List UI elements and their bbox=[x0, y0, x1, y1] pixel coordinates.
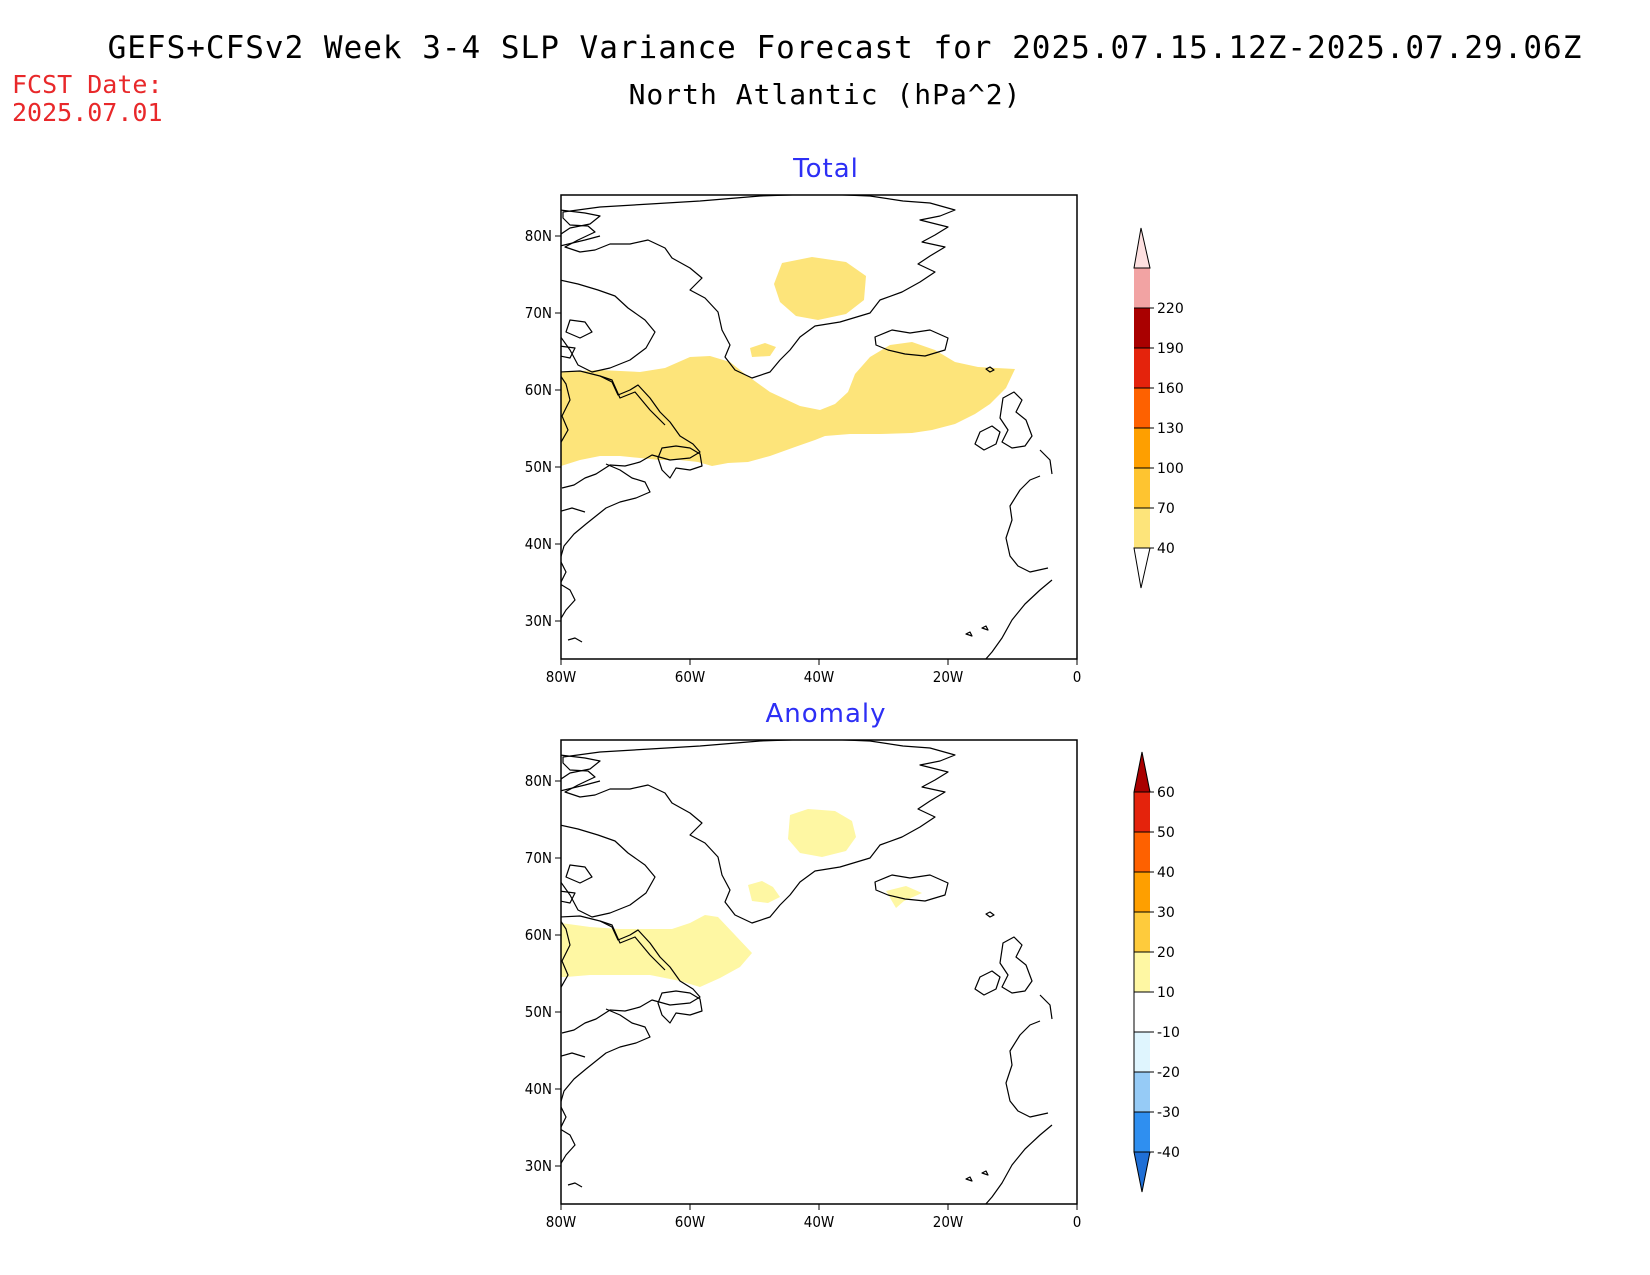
total-lat-tick-label: 80N bbox=[525, 227, 552, 245]
anomaly-colorbar-label: 10 bbox=[1157, 985, 1175, 1001]
total-colorbar-swatch bbox=[1134, 268, 1150, 308]
anomaly-lon-tick-label: 20W bbox=[933, 1213, 964, 1231]
total-lat-axis: 80N 70N 60N 50N 40N 30N bbox=[525, 227, 561, 630]
figure-subtitle: North Atlantic (hPa^2) bbox=[628, 78, 1022, 111]
total-colorbar-swatch bbox=[1134, 308, 1150, 348]
total-panel: Total 80N 70N 60N 50N 40N 30N bbox=[525, 154, 1184, 686]
total-colorbar: 40 70 100 130 160 190 220 bbox=[1133, 227, 1184, 589]
total-panel-title: Total bbox=[792, 154, 859, 184]
total-lat-tick-label: 60N bbox=[525, 381, 552, 399]
total-colorbar-swatch bbox=[1134, 468, 1150, 508]
anomaly-lon-tick-label: 0 bbox=[1073, 1213, 1082, 1231]
forecast-date-label: FCST Date: bbox=[12, 70, 163, 99]
anomaly-colorbar-label: -30 bbox=[1157, 1105, 1180, 1121]
anomaly-colorbar-swatch bbox=[1134, 952, 1150, 992]
anomaly-lon-axis: 80W 60W 40W 20W 0 bbox=[546, 1204, 1082, 1231]
total-colorbar-swatch bbox=[1134, 388, 1150, 428]
anomaly-colorbar-label: -10 bbox=[1157, 1025, 1180, 1041]
anomaly-map bbox=[561, 740, 1077, 1204]
anomaly-colorbar-swatch bbox=[1134, 792, 1150, 832]
total-colorbar-label: 130 bbox=[1157, 421, 1184, 437]
anomaly-colorbar: -40 -30 -20 -10 10 20 30 40 50 60 bbox=[1133, 751, 1180, 1193]
total-colorbar-low-arrow bbox=[1133, 547, 1151, 589]
total-lon-tick-label: 40W bbox=[804, 668, 835, 686]
anomaly-colorbar-low-arrow bbox=[1133, 1151, 1151, 1193]
anomaly-colorbar-label: 50 bbox=[1157, 825, 1175, 841]
anomaly-shade-labrador bbox=[561, 915, 752, 987]
anomaly-colorbar-swatch bbox=[1134, 872, 1150, 912]
anomaly-lat-tick-label: 80N bbox=[525, 772, 552, 790]
total-lat-tick-label: 70N bbox=[525, 304, 552, 322]
total-colorbar-swatch bbox=[1134, 348, 1150, 388]
anomaly-shade-greenland bbox=[788, 809, 856, 857]
anomaly-panel-title: Anomaly bbox=[765, 699, 886, 729]
anomaly-shade-small bbox=[748, 881, 780, 903]
anomaly-lon-tick-label: 40W bbox=[804, 1213, 835, 1231]
anomaly-colorbar-swatch bbox=[1134, 1112, 1150, 1152]
total-colorbar-label: 70 bbox=[1157, 501, 1175, 517]
anomaly-colorbar-label: 40 bbox=[1157, 865, 1175, 881]
total-colorbar-label: 220 bbox=[1157, 301, 1184, 317]
total-shade-band bbox=[561, 342, 1015, 466]
forecast-date-value: 2025.07.01 bbox=[12, 98, 163, 127]
anomaly-colorbar-high-arrow bbox=[1133, 751, 1151, 793]
anomaly-lat-tick-label: 30N bbox=[525, 1157, 552, 1175]
anomaly-panel: Anomaly 80N 70N 60N 50N 40N 30N bbox=[525, 699, 1180, 1231]
total-lon-tick-label: 20W bbox=[933, 668, 964, 686]
total-shade-small bbox=[750, 343, 776, 357]
total-colorbar-label: 100 bbox=[1157, 461, 1184, 477]
anomaly-colorbar-swatch bbox=[1134, 1032, 1150, 1072]
total-lon-axis: 80W 60W 40W 20W 0 bbox=[546, 659, 1082, 686]
anomaly-colorbar-label: 60 bbox=[1157, 785, 1175, 801]
total-lat-tick-label: 50N bbox=[525, 458, 552, 476]
anomaly-lat-tick-label: 60N bbox=[525, 926, 552, 944]
total-lat-tick-label: 40N bbox=[525, 535, 552, 553]
anomaly-lat-tick-label: 50N bbox=[525, 1003, 552, 1021]
anomaly-lat-tick-label: 40N bbox=[525, 1080, 552, 1098]
anomaly-colorbar-swatch bbox=[1134, 1072, 1150, 1112]
total-colorbar-swatch bbox=[1134, 428, 1150, 468]
figure-title: GEFS+CFSv2 Week 3-4 SLP Variance Forecas… bbox=[107, 30, 1583, 66]
anomaly-colorbar-swatch bbox=[1134, 832, 1150, 872]
total-colorbar-label: 190 bbox=[1157, 341, 1184, 357]
anomaly-colorbar-swatch bbox=[1134, 912, 1150, 952]
anomaly-shade-iceland bbox=[886, 886, 922, 908]
anomaly-colorbar-label: 20 bbox=[1157, 945, 1175, 961]
total-colorbar-high-arrow bbox=[1133, 227, 1151, 269]
total-map bbox=[561, 195, 1077, 659]
total-shade-greenland bbox=[774, 257, 866, 320]
total-colorbar-label: 40 bbox=[1157, 541, 1175, 557]
total-colorbar-swatch bbox=[1134, 508, 1150, 548]
total-lat-tick-label: 30N bbox=[525, 612, 552, 630]
total-lon-tick-label: 60W bbox=[675, 668, 706, 686]
anomaly-lat-axis: 80N 70N 60N 50N 40N 30N bbox=[525, 772, 561, 1175]
anomaly-lat-tick-label: 70N bbox=[525, 849, 552, 867]
total-lon-tick-label: 80W bbox=[546, 668, 577, 686]
anomaly-lon-tick-label: 60W bbox=[675, 1213, 706, 1231]
total-colorbar-label: 160 bbox=[1157, 381, 1184, 397]
anomaly-colorbar-label: -40 bbox=[1157, 1145, 1180, 1161]
anomaly-colorbar-label: 30 bbox=[1157, 905, 1175, 921]
anomaly-lon-tick-label: 80W bbox=[546, 1213, 577, 1231]
total-lon-tick-label: 0 bbox=[1073, 668, 1082, 686]
anomaly-colorbar-label: -20 bbox=[1157, 1065, 1180, 1081]
anomaly-colorbar-swatch bbox=[1134, 992, 1150, 1032]
